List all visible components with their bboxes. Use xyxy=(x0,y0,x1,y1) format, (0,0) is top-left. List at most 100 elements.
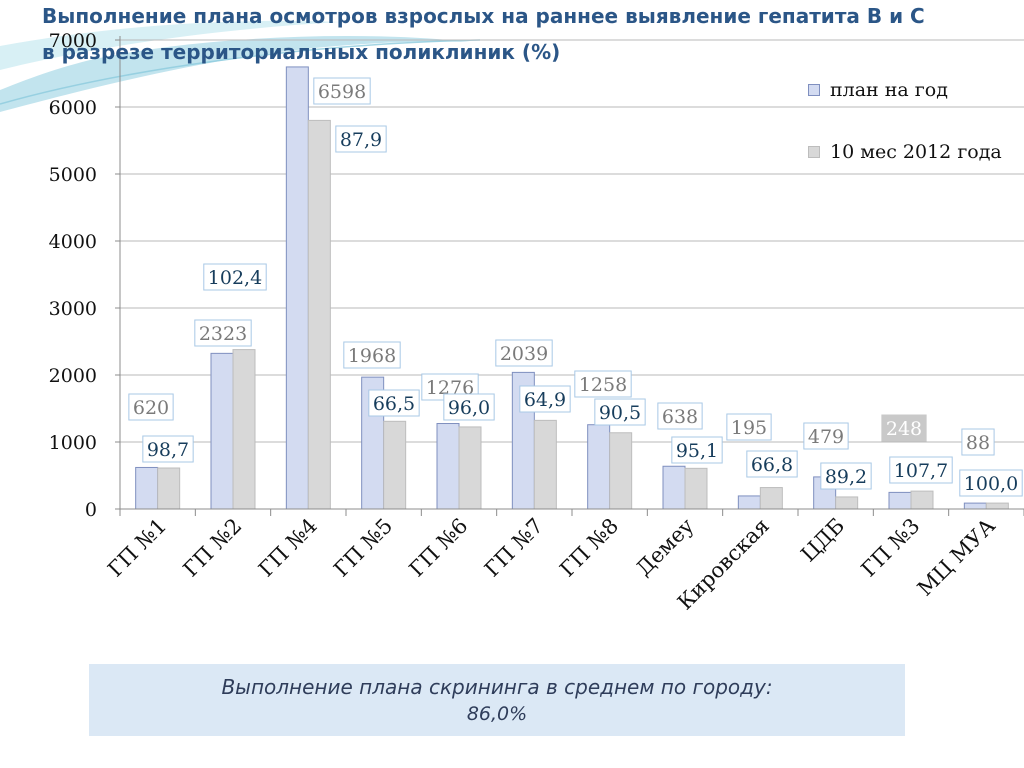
bar-plan xyxy=(210,352,234,510)
bar-fact xyxy=(609,432,633,510)
axes xyxy=(115,36,1024,516)
data-label-plan: 195 xyxy=(731,417,767,439)
data-label-plan-box xyxy=(313,77,371,105)
bar-fact xyxy=(533,419,557,510)
data-label-percent: 107,7 xyxy=(894,460,948,482)
data-label-percent: 89,2 xyxy=(825,466,867,488)
data-label-percent-box xyxy=(594,398,646,426)
x-tick-label: МЦ МУА xyxy=(913,514,1000,601)
y-tick-label: 3000 xyxy=(49,298,97,320)
data-label-percent: 66,8 xyxy=(751,454,793,476)
bar-plan xyxy=(963,502,987,510)
bar-plan xyxy=(662,465,686,510)
data-label-percent: 87,9 xyxy=(340,129,382,151)
data-label-percent: 66,5 xyxy=(373,393,415,415)
x-tick-label: ГП №4 xyxy=(254,514,322,582)
y-tick-label: 5000 xyxy=(49,164,97,186)
data-label-plan: 88 xyxy=(966,432,990,454)
data-label-percent: 64,9 xyxy=(524,389,566,411)
y-tick-label: 6000 xyxy=(49,97,97,119)
chart-title-line-1: Выполнение плана осмотров взрослых на ра… xyxy=(42,4,925,28)
bar-fact xyxy=(684,467,708,510)
y-tick-label: 2000 xyxy=(49,365,97,387)
bars xyxy=(135,66,1009,510)
legend-swatch-fact xyxy=(808,146,820,158)
x-tick-label: Демеу xyxy=(632,513,699,580)
x-tick-label: ГП №2 xyxy=(179,514,247,582)
data-label-plan: 248 xyxy=(886,418,922,440)
summary-value: 86,0% xyxy=(466,703,528,725)
data-label-plan-box xyxy=(961,428,995,456)
data-label-plan: 479 xyxy=(808,426,844,448)
y-tick-label: 0 xyxy=(85,499,97,521)
data-label-percent-box xyxy=(443,393,495,421)
data-label-percent-box xyxy=(889,456,953,484)
data-label-plan-box xyxy=(495,339,553,367)
x-tick-label: ГП №7 xyxy=(480,514,548,582)
x-tick-label: ГП №8 xyxy=(555,514,623,582)
legend-label-plan: план на год xyxy=(830,79,948,101)
x-tick-labels: ГП №1 ГП №2 ГП №4 ГП №5 ГП №6 ГП №7 ГП №8 Демеу… xyxy=(103,513,1000,614)
data-label-percent: 102,4 xyxy=(208,267,262,289)
x-tick-label: ГП №3 xyxy=(857,514,925,582)
bar-fact xyxy=(307,119,331,510)
data-label-percent: 98,7 xyxy=(147,439,189,461)
bar-fact xyxy=(835,496,859,510)
legend: план на год 10 мес 2012 года xyxy=(808,78,1002,164)
y-tick-label: 1000 xyxy=(49,432,97,454)
data-label-percent: 95,1 xyxy=(676,440,718,462)
bar-plan xyxy=(285,66,309,510)
chart-title-line-2: в разрезе территориальных поликлиник (%) xyxy=(42,40,561,64)
legend-item-fact: 10 мес 2012 года xyxy=(808,140,1002,164)
background-swoosh xyxy=(0,0,481,112)
data-label-percent-box xyxy=(820,462,872,490)
data-label-plan: 1968 xyxy=(348,345,396,367)
x-tick-label: ЦДБ xyxy=(796,514,849,567)
data-label-percent-box xyxy=(959,469,1023,497)
bar-fact xyxy=(458,426,482,510)
bar-fact xyxy=(759,487,783,510)
data-label-percent-box xyxy=(746,450,798,478)
data-label-percent-box xyxy=(203,263,267,291)
data-label-plan: 6598 xyxy=(318,81,366,103)
data-label-plan: 2039 xyxy=(500,343,548,365)
bar-fact xyxy=(383,420,407,510)
bar-fact xyxy=(232,349,256,510)
y-tick-label: 4000 xyxy=(49,231,97,253)
legend-label-fact: 10 мес 2012 года xyxy=(830,141,1002,163)
bar-fact xyxy=(910,490,934,510)
summary-box: Выполнение плана скрининга в среднем по … xyxy=(89,664,905,736)
data-label-plan-box xyxy=(574,370,632,398)
data-label-plan-box xyxy=(881,414,927,442)
data-label-percent: 100,0 xyxy=(964,473,1018,495)
data-label-plan-box xyxy=(194,319,252,347)
bar-plan xyxy=(888,491,912,510)
y-tick-label: 7000 xyxy=(49,30,97,52)
bar-plan xyxy=(135,466,159,510)
bar-chart: 0 1000 2000 3000 4000 5000 6000 7000 ГП №1 ГП №2… xyxy=(49,30,1024,615)
legend-item-plan: план на год xyxy=(808,78,1002,102)
data-label-plan-box xyxy=(128,393,174,421)
data-label-percent-box xyxy=(142,435,194,463)
data-label-plan-box xyxy=(726,413,772,441)
legend-swatch-plan xyxy=(808,84,820,96)
data-label-plan: 2323 xyxy=(199,323,247,345)
data-label-percent-box xyxy=(671,436,723,464)
gridlines xyxy=(120,39,1024,443)
data-label-plan-box xyxy=(343,341,401,369)
x-tick-label: ГП №1 xyxy=(103,514,171,582)
bar-fact xyxy=(157,467,181,510)
data-label-percent-box xyxy=(519,385,571,413)
data-label-plan: 1258 xyxy=(579,374,627,396)
data-label-plan: 638 xyxy=(662,406,698,428)
bar-plan xyxy=(587,424,611,510)
data-label-percent-box xyxy=(368,389,420,417)
data-label-percent: 96,0 xyxy=(448,397,490,419)
data-label-plan: 620 xyxy=(133,397,169,419)
summary-text: Выполнение плана скрининга в среднем по … xyxy=(221,675,773,699)
data-label-percent-box xyxy=(335,125,387,153)
data-label-plan-box xyxy=(657,402,703,430)
bar-fact xyxy=(985,502,1009,510)
data-label-percent: 90,5 xyxy=(599,402,641,424)
data-label-plan-box xyxy=(803,422,849,450)
